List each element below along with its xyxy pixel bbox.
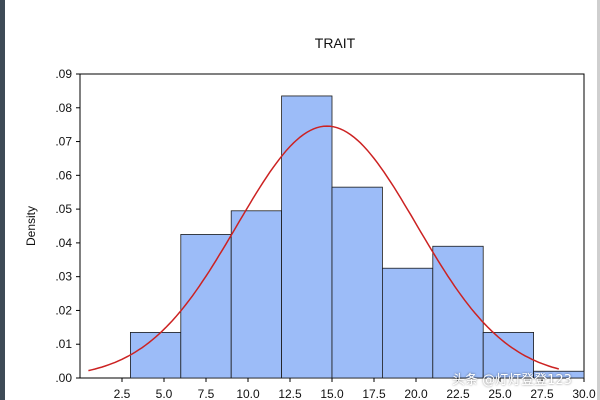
x-tick-label: 7.5: [198, 387, 215, 400]
y-tick-label: .03: [55, 270, 72, 284]
y-tick-label: .06: [55, 168, 72, 182]
x-tick-label: 5.0: [156, 387, 173, 400]
x-tick-label: 27.5: [530, 387, 554, 400]
normal-curve: [88, 125, 560, 372]
x-tick-label: 15.0: [320, 387, 344, 400]
y-tick-label: .05: [55, 202, 72, 216]
histogram-bar: [381, 267, 434, 379]
chart-title: TRAIT: [315, 35, 356, 51]
y-tick-label: .00: [55, 371, 72, 385]
y-tick-label: .01: [55, 337, 72, 351]
x-tick-label: 25.0: [488, 387, 512, 400]
x-tick-label: 12.5: [278, 387, 302, 400]
window-left-edge: [0, 0, 5, 400]
histogram-bar: [180, 234, 232, 379]
x-tick-label: 17.5: [362, 387, 386, 400]
histogram-bar: [129, 331, 182, 379]
x-tick-label: 22.5: [446, 387, 470, 400]
histogram-bar: [533, 370, 585, 379]
watermark-text: 头条 @灯灯登登123: [452, 373, 572, 388]
x-axis-ticks: 2.5 5.0 7.5 10.0 12.5 15.0 17.5 20.0 22.5 25.0 27.…: [114, 378, 596, 400]
histogram-bar: [281, 95, 333, 379]
x-tick-label: 30.0: [572, 387, 596, 400]
x-tick-label: 2.5: [114, 387, 131, 400]
histogram-bar: [331, 186, 383, 379]
y-tick-label: .02: [55, 303, 72, 317]
window-right-edge: [597, 0, 600, 400]
y-tick-label: .07: [55, 135, 72, 149]
histogram-bar: [230, 210, 282, 379]
y-tick-label: .08: [55, 101, 72, 115]
y-axis-label: Density: [24, 206, 38, 246]
y-tick-label: .09: [55, 67, 72, 81]
x-tick-label: 10.0: [236, 387, 260, 400]
histogram-bar: [432, 245, 484, 379]
x-tick-label: 20.0: [404, 387, 428, 400]
y-axis-ticks: .00 .01 .02 .03 .04 .05 .06 .07 .08 .09: [55, 67, 80, 385]
y-tick-label: .04: [55, 236, 72, 250]
